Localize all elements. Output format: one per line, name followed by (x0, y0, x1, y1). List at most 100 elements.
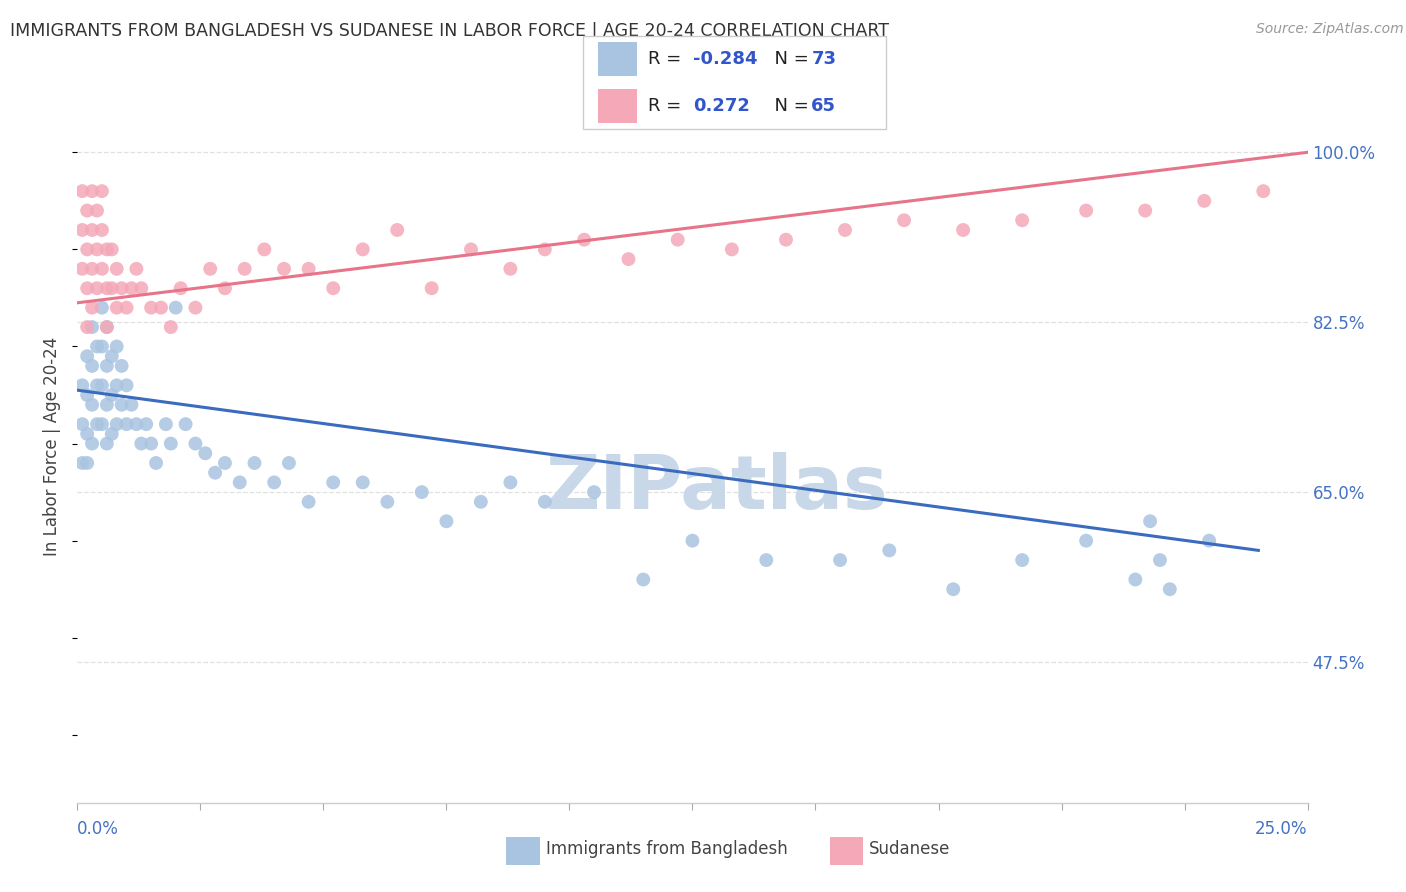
Point (1253, 184, 1275, 198)
Text: R =: R = (648, 97, 693, 115)
Point (70, 417, 93, 432)
Point (214, 281, 236, 295)
Point (1312, 184, 1334, 198)
Point (131, 436, 153, 450)
Point (82, 261, 104, 276)
Point (82, 301, 104, 315)
Point (775, 233, 797, 247)
Point (90, 378, 114, 392)
Point (82, 320, 104, 334)
Point (76, 281, 98, 295)
Point (70, 378, 93, 392)
Point (105, 417, 128, 432)
Point (352, 243, 374, 257)
Point (470, 495, 492, 509)
Text: N =: N = (763, 97, 815, 115)
Point (499, 475, 522, 490)
Point (617, 252, 640, 266)
Point (893, 213, 915, 227)
Point (160, 436, 183, 450)
Point (574, 233, 596, 247)
Point (90, 339, 114, 353)
Point (101, 388, 124, 402)
Point (352, 475, 374, 490)
Point (534, 495, 557, 509)
Point (145, 456, 167, 470)
Point (90, 301, 114, 315)
Point (233, 261, 256, 276)
Point (96, 243, 118, 257)
Text: -0.284: -0.284 (693, 50, 758, 68)
Point (76, 426, 98, 441)
Text: 73: 73 (811, 50, 837, 68)
Point (1076, 533, 1098, 548)
Y-axis label: In Labor Force | Age 20-24: In Labor Force | Age 20-24 (44, 336, 62, 556)
Point (96, 320, 118, 334)
Point (101, 281, 124, 295)
Point (298, 261, 321, 276)
Point (70, 456, 93, 470)
Point (165, 301, 187, 315)
Point (322, 475, 344, 490)
Point (420, 281, 443, 295)
Point (70, 184, 93, 198)
Point (82, 184, 104, 198)
Point (141, 436, 163, 450)
Point (121, 398, 143, 412)
Point (1194, 194, 1216, 208)
Point (86, 417, 108, 432)
Point (830, 553, 852, 567)
Point (174, 417, 197, 432)
Point (229, 475, 252, 490)
Point (86, 378, 108, 392)
Point (115, 417, 138, 432)
Point (82, 398, 104, 412)
Point (298, 495, 321, 509)
Point (141, 301, 163, 315)
Text: IMMIGRANTS FROM BANGLADESH VS SUDANESE IN LABOR FORCE | AGE 20-24 CORRELATION CH: IMMIGRANTS FROM BANGLADESH VS SUDANESE I… (10, 22, 889, 40)
Point (111, 398, 132, 412)
Point (1011, 553, 1033, 567)
Point (111, 359, 132, 373)
Point (101, 349, 124, 363)
Point (76, 203, 98, 218)
Point (682, 533, 704, 548)
Point (90, 184, 114, 198)
Point (70, 223, 93, 237)
Point (253, 243, 276, 257)
Point (243, 456, 266, 470)
Point (170, 281, 193, 295)
Point (184, 436, 207, 450)
Point (121, 281, 143, 295)
Point (96, 436, 118, 450)
Point (273, 261, 295, 276)
Point (436, 514, 458, 528)
Point (90, 261, 114, 276)
Point (101, 243, 124, 257)
Point (879, 543, 901, 558)
Point (86, 339, 108, 353)
Point (96, 281, 118, 295)
Text: Immigrants from Bangladesh: Immigrants from Bangladesh (546, 840, 787, 858)
Point (1139, 514, 1161, 528)
Point (377, 495, 399, 509)
Point (322, 281, 344, 295)
Point (90, 417, 114, 432)
Point (204, 466, 226, 480)
Point (115, 378, 138, 392)
Point (76, 456, 98, 470)
Point (633, 573, 655, 587)
Point (86, 203, 108, 218)
Text: 25.0%: 25.0% (1256, 820, 1308, 838)
Point (96, 359, 118, 373)
Point (1159, 582, 1181, 597)
Point (90, 223, 114, 237)
Point (125, 417, 148, 432)
Point (105, 261, 128, 276)
Point (1135, 203, 1157, 218)
Text: 0.0%: 0.0% (77, 820, 120, 838)
Point (76, 243, 98, 257)
Point (82, 359, 104, 373)
Point (942, 582, 965, 597)
Point (1371, 174, 1393, 188)
